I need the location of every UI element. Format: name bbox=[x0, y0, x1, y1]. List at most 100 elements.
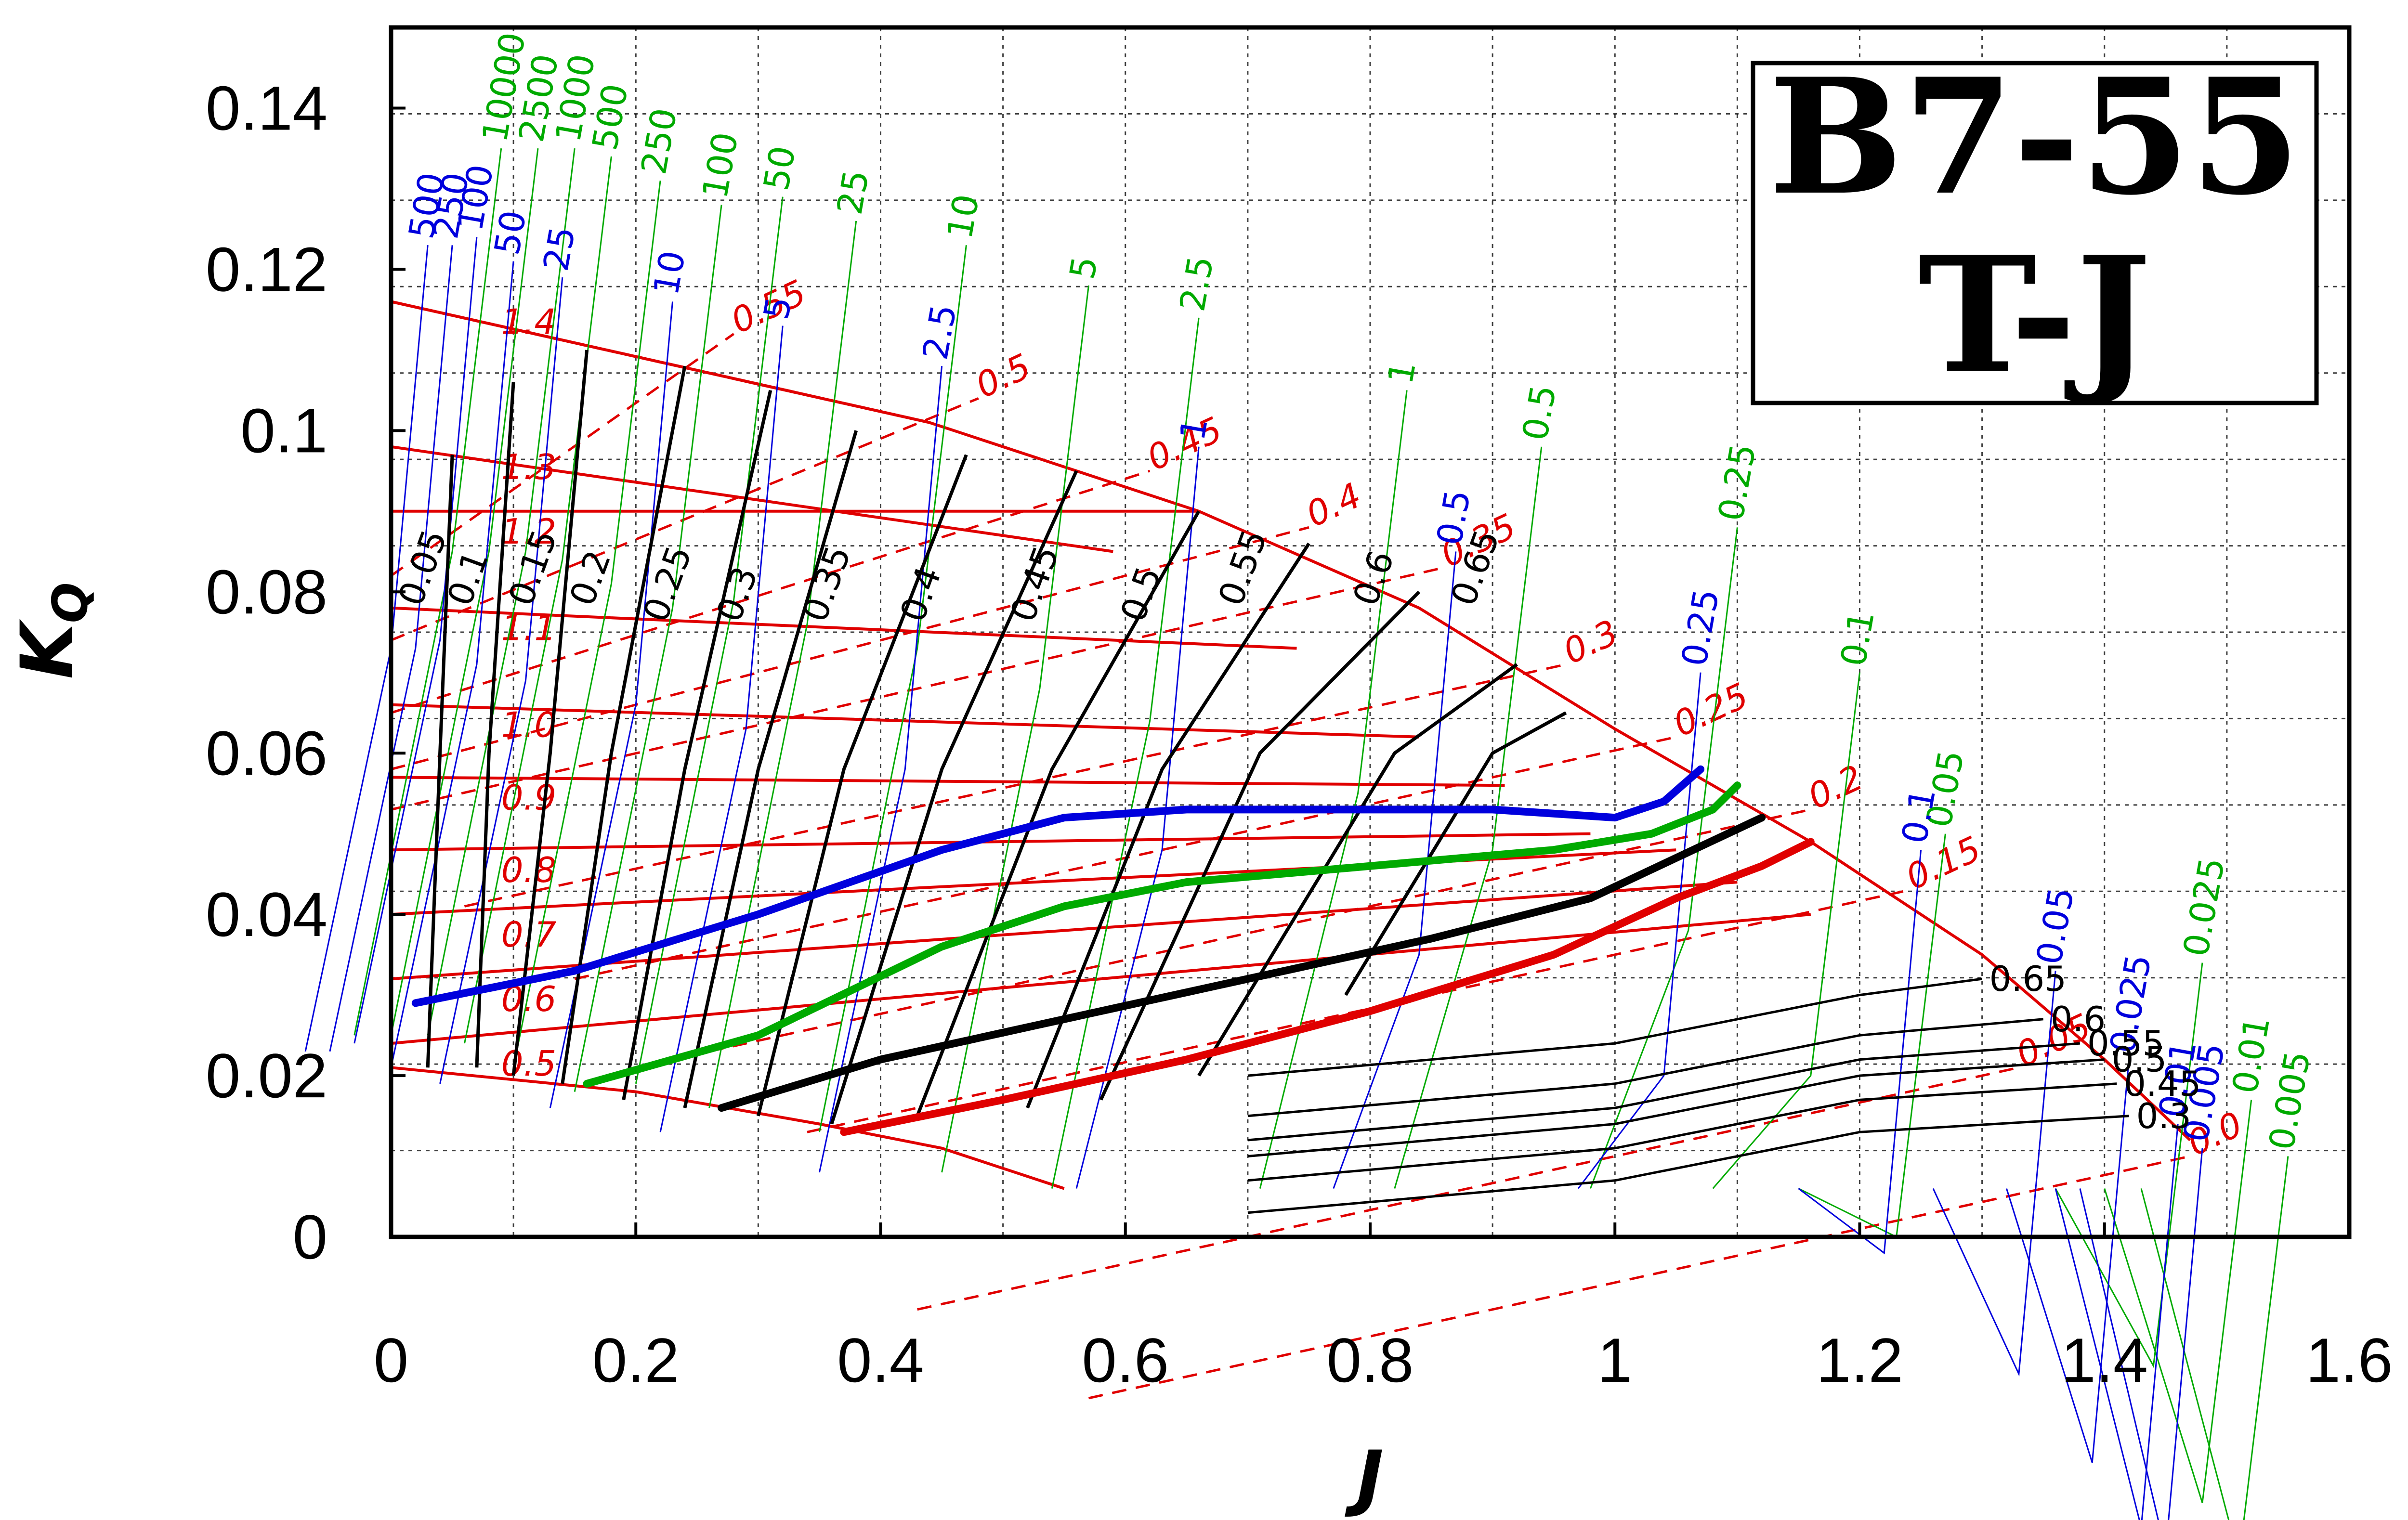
x-tick-label: 1.2 bbox=[1816, 1325, 1903, 1395]
thick-curve bbox=[840, 838, 1815, 1136]
pitch-dashed-line bbox=[917, 1066, 2019, 1311]
pitch-dashed-line bbox=[390, 333, 735, 577]
x-tick-label: 0.8 bbox=[1327, 1325, 1414, 1395]
pitch-dashed-label: 0.5 bbox=[969, 346, 1036, 406]
efficiency-loop bbox=[1247, 1018, 2043, 1117]
green-curve bbox=[708, 221, 857, 1108]
x-axis-title: J bbox=[1345, 1436, 1384, 1520]
efficiency-curve-label: 0.35 bbox=[794, 541, 859, 627]
y-tick-label: 0 bbox=[293, 1202, 327, 1272]
x-tick-label: 1.4 bbox=[2061, 1325, 2148, 1395]
blue-curve-label: 0.25 bbox=[1674, 586, 1727, 669]
green-curve bbox=[2055, 962, 2203, 1368]
blue-curve bbox=[659, 325, 784, 1132]
green-curve bbox=[818, 245, 967, 1132]
efficiency-curve bbox=[916, 510, 1201, 1117]
blue-curve bbox=[2005, 1059, 2130, 1463]
pitch-dashed-line bbox=[391, 397, 979, 642]
y-tick-label: 0.02 bbox=[206, 1040, 327, 1111]
efficiency-curve bbox=[475, 382, 515, 1068]
chart-title-line-1: B7-55 bbox=[1769, 43, 2301, 230]
blue-curve bbox=[1932, 971, 2056, 1377]
efficiency-loop-label: 0.5 bbox=[2112, 1039, 2167, 1080]
efficiency-loop bbox=[1247, 977, 1982, 1077]
green-curve bbox=[1712, 672, 1860, 1189]
green-curve-label: 1 bbox=[1380, 358, 1424, 387]
pitch-dashed-label: 0.2 bbox=[1802, 757, 1869, 817]
svg-text:KQ: KQ bbox=[6, 582, 98, 679]
pitch-line-label: 0.8 bbox=[501, 850, 557, 890]
green-curve bbox=[512, 181, 661, 1068]
efficiency-curve-label: 0.4 bbox=[892, 561, 949, 627]
efficiency-loop-label: 0.6 bbox=[2051, 999, 2106, 1039]
pitch-dashed-line bbox=[391, 469, 1151, 714]
efficiency-curve-label: 0.2 bbox=[562, 545, 618, 611]
green-curve-label: 0.25 bbox=[1710, 441, 1764, 524]
y-tick-label: 0.1 bbox=[240, 395, 327, 466]
efficiency-curve-label: 0.5 bbox=[1112, 561, 1169, 627]
efficiency-curve bbox=[1197, 663, 1518, 1077]
efficiency-curve-label: 0.55 bbox=[1210, 524, 1275, 611]
pitch-dashed-label: 0.25 bbox=[1667, 675, 1754, 744]
pitch-line bbox=[391, 703, 1419, 739]
blue-curve-label: 0.1 bbox=[1894, 785, 1944, 846]
efficiency-curve bbox=[683, 430, 858, 1108]
blue-curve-label: 25 bbox=[536, 223, 583, 274]
green-curve-label: 10 bbox=[939, 191, 987, 242]
green-curve bbox=[1589, 527, 1738, 1189]
green-curve-label: 100 bbox=[694, 129, 746, 201]
green-curve bbox=[353, 148, 502, 1036]
x-tick-label: 0.2 bbox=[592, 1325, 680, 1395]
efficiency-curve bbox=[1099, 590, 1421, 1101]
pitch-dashed-line bbox=[464, 663, 1567, 908]
green-curve bbox=[2140, 1156, 2289, 1520]
efficiency-loop-label: 0.55 bbox=[2087, 1023, 2164, 1064]
y-tick-label: 0.06 bbox=[206, 718, 327, 788]
pitch-line bbox=[391, 606, 1297, 650]
x-tick-label: 0 bbox=[374, 1325, 408, 1395]
title-box: B7-55 T-J bbox=[1751, 43, 2319, 408]
green-curve-label: 0.01 bbox=[2225, 1013, 2278, 1096]
thick-curve bbox=[583, 781, 1741, 1088]
y-axis-title: KQ bbox=[6, 582, 98, 679]
blue-curve-label: 2.5 bbox=[915, 301, 965, 363]
pitch-dashed-label: 0.4 bbox=[1300, 475, 1367, 535]
blue-curve-label: 0.05 bbox=[2028, 884, 2082, 967]
green-curve-label: 250 bbox=[633, 105, 685, 177]
efficiency-loop-label: 0.45 bbox=[2124, 1064, 2201, 1104]
blue-curve-label: 10 bbox=[646, 248, 694, 299]
pitch-dashed-line bbox=[391, 526, 1309, 771]
efficiency-curve bbox=[830, 470, 1078, 1125]
green-curve-label: 50 bbox=[756, 143, 803, 194]
blue-curve-label: 50 bbox=[486, 208, 534, 258]
efficiency-loop-label: 0.65 bbox=[1989, 959, 2067, 999]
pitch-line bbox=[391, 776, 1505, 787]
blue-curve bbox=[1577, 672, 1701, 1189]
green-curve bbox=[635, 196, 784, 1084]
chart-title-line-2: T-J bbox=[1918, 221, 2151, 408]
blue-curve-label: 0.5 bbox=[1429, 487, 1479, 548]
pitch-line-label: 0.5 bbox=[501, 1043, 557, 1084]
blue-curve bbox=[353, 237, 478, 1044]
thick-curve bbox=[718, 814, 1766, 1112]
blue-curve bbox=[2055, 1124, 2179, 1520]
efficiency-curve-label: 0.6 bbox=[1345, 545, 1402, 611]
pitch-line bbox=[391, 913, 1811, 1045]
blue-curve bbox=[390, 261, 514, 1068]
efficiency-curve bbox=[622, 390, 772, 1100]
efficiency-loop-label: 0.3 bbox=[2136, 1096, 2192, 1136]
efficiency-curve bbox=[757, 454, 968, 1117]
green-curve bbox=[427, 148, 576, 1036]
green-curve-label: 25 bbox=[829, 167, 877, 218]
green-curve bbox=[1394, 446, 1543, 1189]
blue-curve bbox=[1333, 551, 1457, 1189]
pitch-line bbox=[391, 832, 1591, 852]
green-curve bbox=[2104, 1100, 2252, 1504]
x-tick-label: 0.4 bbox=[837, 1325, 924, 1395]
blue-curve bbox=[549, 301, 673, 1108]
efficiency-loop bbox=[1247, 1058, 2105, 1157]
thick-curve bbox=[411, 765, 1705, 1007]
y-tick-label: 0.14 bbox=[206, 73, 327, 143]
blue-curve bbox=[329, 245, 453, 1052]
